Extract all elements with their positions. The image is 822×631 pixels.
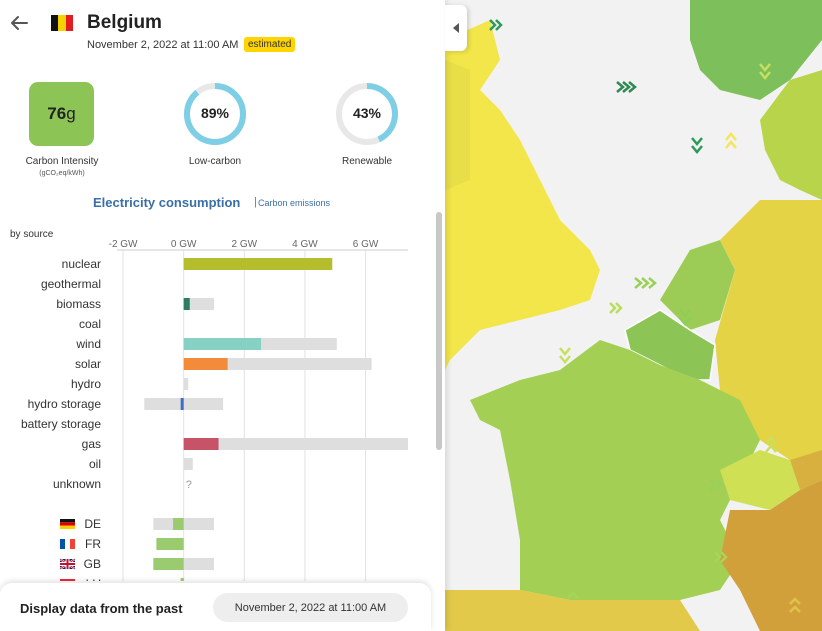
tick-label: 4 GW	[292, 239, 318, 250]
date-picker-button[interactable]: November 2, 2022 at 11:00 AM	[213, 593, 408, 622]
low-carbon-label: Low-carbon	[188, 156, 242, 167]
section-separator: |	[254, 196, 257, 208]
carbon-intensity-box: 76 g	[29, 82, 94, 146]
gb-flag-icon	[59, 558, 76, 570]
electricity-consumption-tab[interactable]: Electricity consumption	[93, 195, 241, 210]
exchange-label: FR	[85, 537, 101, 551]
map-region-denmark[interactable]	[760, 70, 822, 200]
exchange-label: DE	[84, 517, 101, 531]
time-controller: Display data from the past November 2, 2…	[0, 583, 431, 631]
exchange-bar	[180, 578, 184, 581]
map-region-switzerland[interactable]	[720, 450, 800, 510]
source-label: unknown	[53, 477, 101, 491]
source-bar	[183, 258, 333, 270]
renewable-ring	[336, 83, 398, 145]
fr-flag-icon	[60, 539, 75, 549]
map-region-italy[interactable]	[720, 480, 822, 631]
estimated-badge: estimated	[244, 37, 296, 52]
carbon-intensity-unit: g	[66, 104, 76, 123]
consumption-chart: -2 GW 0 GW 2 GW 4 GW 6 GW nuclear geothermal bi…	[21, 239, 408, 581]
zone-datetime: November 2, 2022 at 11:00 AM	[87, 39, 239, 51]
by-source-label: by source	[10, 229, 54, 240]
tick-label: 6 GW	[353, 239, 379, 250]
tick-label: 2 GW	[232, 239, 258, 250]
source-label: wind	[75, 337, 101, 351]
source-label: nuclear	[62, 257, 101, 271]
triangle-left-icon	[453, 23, 459, 33]
map-region-great-britain[interactable]	[445, 20, 600, 370]
map-region-uk-north[interactable]	[445, 60, 470, 190]
panel-header: Belgium November 2, 2022 at 11:00 AM est…	[0, 0, 445, 60]
carbon-intensity-label: Carbon Intensity	[25, 156, 99, 167]
source-label: hydro storage	[28, 397, 102, 411]
unknown-marker: ?	[186, 479, 192, 491]
source-label: solar	[75, 357, 101, 371]
source-bar	[183, 338, 261, 350]
source-bar	[183, 298, 190, 310]
source-bar	[183, 438, 219, 450]
source-bar	[180, 398, 184, 410]
lu-flag-icon	[60, 579, 75, 581]
renewable-value: 43%	[352, 105, 382, 121]
source-label: battery storage	[21, 417, 101, 431]
display-past-label: Display data from the past	[20, 601, 183, 616]
de-flag-icon	[60, 519, 75, 529]
exchange-bar	[153, 558, 184, 570]
wind-arrow-icon	[489, 19, 801, 613]
capacity-bar	[183, 358, 372, 370]
exchange-bar	[156, 538, 184, 550]
arrow-left-icon[interactable]	[8, 12, 30, 34]
map-region-spain[interactable]	[445, 590, 700, 631]
carbon-intensity-value: 76	[47, 104, 67, 123]
exchange-label: GB	[84, 557, 101, 571]
zone-name: Belgium	[87, 12, 162, 33]
low-carbon-ring	[184, 83, 246, 145]
map-region-germany[interactable]	[715, 200, 822, 460]
map-region-france[interactable]	[470, 340, 760, 600]
collapse-panel-button[interactable]	[445, 5, 467, 51]
panel-scrollbar[interactable]	[436, 212, 442, 450]
belgium-flag-icon	[51, 15, 73, 31]
capacity-bar	[183, 378, 189, 390]
renewable-label: Renewable	[341, 156, 393, 167]
source-label: geothermal	[41, 277, 101, 291]
exchange-label: LU	[86, 577, 101, 581]
tick-label: 0 GW	[171, 239, 197, 250]
zone-details-panel: Belgium November 2, 2022 at 11:00 AM est…	[0, 0, 445, 631]
source-label: coal	[79, 317, 101, 331]
carbon-intensity-sublabel: (gCO₂eq/kWh)	[39, 170, 85, 177]
map-region-netherlands[interactable]	[660, 240, 735, 330]
capacity-bar	[183, 298, 214, 310]
low-carbon-value: 89%	[200, 105, 230, 121]
map-region-austria[interactable]	[790, 450, 822, 490]
source-label: biomass	[56, 297, 101, 311]
carbon-emissions-tab[interactable]: Carbon emissions	[258, 198, 331, 208]
tick-label: -2 GW	[109, 239, 138, 250]
source-label: hydro	[71, 377, 101, 391]
source-label: oil	[89, 457, 101, 471]
exchange-bar	[173, 518, 184, 530]
map-region-norway[interactable]	[690, 0, 822, 100]
source-bar	[183, 358, 228, 370]
capacity-bar	[183, 458, 193, 470]
capacity-bar	[183, 438, 408, 450]
source-label: gas	[82, 437, 101, 451]
